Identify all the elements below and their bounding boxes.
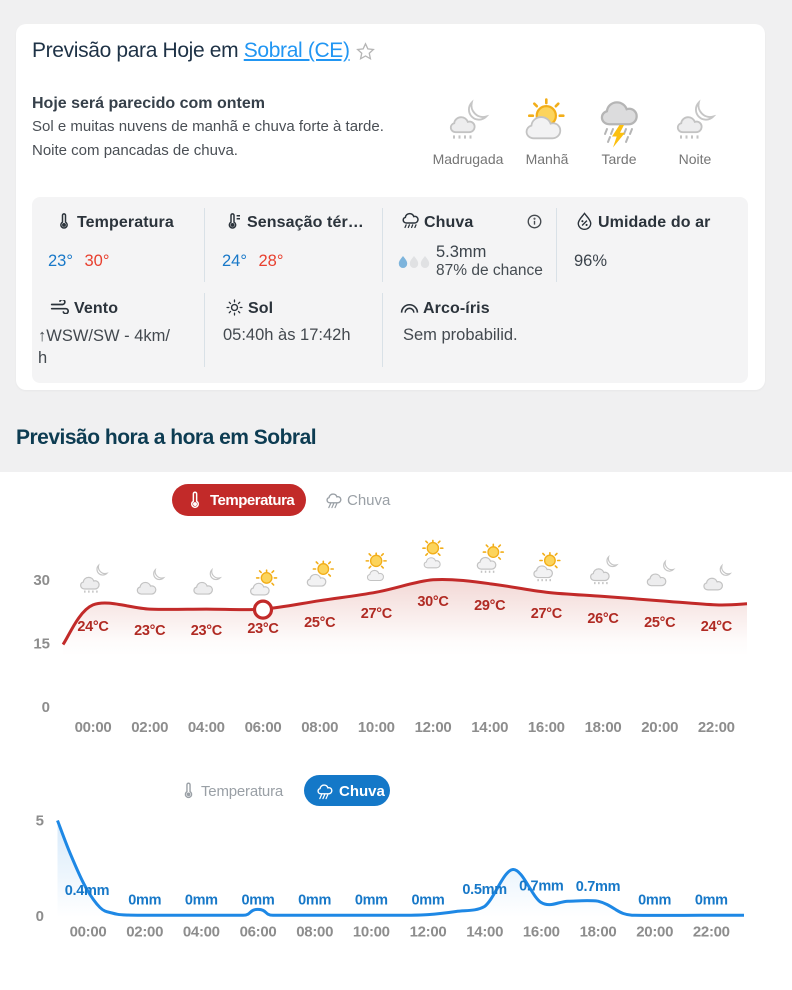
- svg-text:23°C: 23°C: [247, 621, 279, 637]
- svg-text:0mm: 0mm: [185, 893, 218, 909]
- svg-text:27°C: 27°C: [531, 606, 563, 622]
- svg-text:14:00: 14:00: [466, 924, 503, 941]
- svg-text:24°C: 24°C: [701, 619, 733, 635]
- svg-text:02:00: 02:00: [126, 924, 163, 941]
- svg-text:0mm: 0mm: [355, 893, 388, 909]
- svg-text:25°C: 25°C: [644, 615, 676, 631]
- svg-text:18:00: 18:00: [585, 719, 622, 736]
- svg-text:0: 0: [42, 699, 50, 716]
- svg-text:0mm: 0mm: [695, 893, 728, 909]
- svg-text:14:00: 14:00: [471, 719, 508, 736]
- svg-text:25°C: 25°C: [304, 615, 336, 631]
- svg-text:20:00: 20:00: [636, 924, 673, 941]
- svg-text:26°C: 26°C: [587, 611, 619, 627]
- svg-text:12:00: 12:00: [415, 719, 452, 736]
- svg-text:0.7mm: 0.7mm: [519, 879, 563, 895]
- svg-text:10:00: 10:00: [353, 924, 390, 941]
- svg-text:06:00: 06:00: [245, 719, 282, 736]
- svg-text:0mm: 0mm: [298, 893, 331, 909]
- svg-text:20:00: 20:00: [641, 719, 678, 736]
- svg-text:0mm: 0mm: [128, 893, 161, 909]
- svg-text:23°C: 23°C: [191, 623, 223, 639]
- svg-text:06:00: 06:00: [240, 924, 277, 941]
- svg-text:29°C: 29°C: [474, 598, 506, 614]
- svg-text:16:00: 16:00: [528, 719, 565, 736]
- svg-text:27°C: 27°C: [361, 606, 393, 622]
- svg-text:02:00: 02:00: [131, 719, 168, 736]
- svg-text:12:00: 12:00: [410, 924, 447, 941]
- svg-text:15: 15: [33, 636, 50, 653]
- svg-text:10:00: 10:00: [358, 719, 395, 736]
- svg-text:5: 5: [36, 813, 44, 830]
- svg-text:04:00: 04:00: [188, 719, 225, 736]
- svg-text:0.4mm: 0.4mm: [65, 883, 109, 899]
- svg-text:08:00: 08:00: [301, 719, 338, 736]
- svg-text:16:00: 16:00: [523, 924, 560, 941]
- svg-text:00:00: 00:00: [75, 719, 112, 736]
- svg-text:0mm: 0mm: [638, 893, 671, 909]
- svg-text:22:00: 22:00: [693, 924, 730, 941]
- svg-text:04:00: 04:00: [183, 924, 220, 941]
- svg-text:00:00: 00:00: [70, 924, 107, 941]
- svg-text:0: 0: [36, 908, 44, 925]
- svg-text:24°C: 24°C: [77, 619, 109, 635]
- svg-text:22:00: 22:00: [698, 719, 735, 736]
- svg-text:0.7mm: 0.7mm: [576, 879, 620, 895]
- svg-text:23°C: 23°C: [134, 623, 166, 639]
- svg-text:30: 30: [33, 572, 50, 589]
- svg-text:0mm: 0mm: [242, 893, 275, 909]
- svg-text:0mm: 0mm: [412, 893, 445, 909]
- svg-text:08:00: 08:00: [296, 924, 333, 941]
- svg-text:0.5mm: 0.5mm: [462, 882, 506, 898]
- svg-text:18:00: 18:00: [580, 924, 617, 941]
- svg-text:30°C: 30°C: [417, 594, 449, 610]
